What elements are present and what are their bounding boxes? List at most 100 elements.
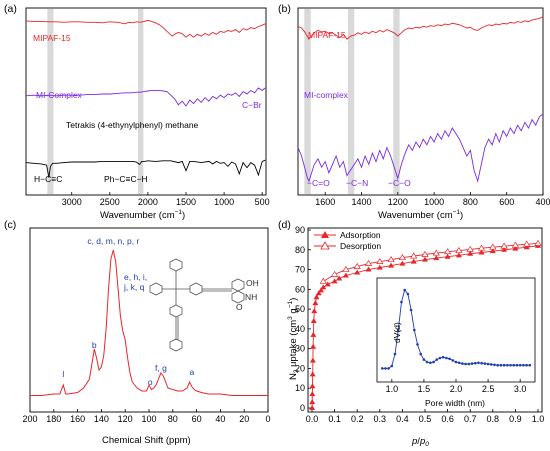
panel-d-ads-point-10 [312,300,319,306]
isatin-ring [231,278,245,292]
panel-c-peak-label-5: o [148,377,153,387]
inset-point-19 [441,355,445,359]
panel-d-xtick-label-4: 0.4 [396,414,409,424]
panel-a-highlight-bands [47,9,144,194]
panel-b-mi-complex-label: MI-complex [304,90,349,100]
panel-a-xtick-label-1: 2500 [100,197,120,207]
inset-point-32 [483,362,487,365]
panel-d-des-point-6 [387,255,395,263]
inset-point-34 [489,363,493,366]
inset-xtick-label-0: 1.0 [386,384,399,394]
panel-d-ads-point-34 [523,244,530,250]
panel-c-peak-label-2: j, k, q [123,282,145,292]
panel-b-co2-label: −C−O [388,178,411,188]
panel-c-peak-label-0: c, d, m, n, p, r [87,236,139,246]
panel-d-des-point-17 [511,241,520,248]
panel-b-xtick-label-0: 1600 [315,197,335,207]
inset-point-45 [525,363,528,367]
panel-b-xtick-label-2: 1200 [388,197,408,207]
inset-point-35 [493,363,496,367]
panel-d-ads-point-11 [313,294,320,300]
phenyl-ring-left [149,282,163,296]
panel-a-frame [25,7,267,196]
panel-d-ytick-label-8: 80 [295,245,305,255]
panel-b-mipaf-label: MIPAF-15 [308,30,346,40]
panel-d-ads-point-15 [324,281,331,287]
inset-point-31 [480,361,483,365]
panel-b-label: (b) [278,3,291,15]
molecule-structure-drawing [149,258,245,352]
panel-c-xtick-label-7: 60 [192,414,202,424]
panel-d-des-point-9 [421,250,429,257]
panel-c-peak-label-4: l [62,369,64,379]
inset-point-15 [429,361,432,365]
panel-d-ads-point-13 [318,287,325,293]
panel-d-ads-point-7 [310,331,317,337]
panel-c-xtick-label-0: 200 [22,414,37,424]
panel-d-inset: 1.0 1.5 2.0 2.5 3.0 Pore width (nm) dV(d) [376,277,536,408]
panel-b-xtick-label-6: 400 [535,197,550,207]
panel-b-cn-label: −C−N [346,178,368,188]
panel-d-y-label: N2 uptake (cm3 g−1) [287,298,300,380]
panel-d-des-point-2 [342,265,350,272]
panel-a-mi-complex-label: MI-Complex [36,90,83,100]
mol-oh-label: OH [246,278,259,288]
panel-c-xtick-label-2: 160 [70,414,85,424]
inset-point-20 [445,356,448,360]
panel-d-ads-point-22 [388,262,395,268]
mol-nh-label: NH [245,292,257,302]
legend-des-marker [320,241,330,250]
panel-d-des-point-15 [489,243,497,250]
panel-d-ytick-label-4: 40 [295,324,305,334]
inset-xtick-label-4: 3.0 [514,384,527,394]
inset-point-30 [477,361,480,365]
panel-c-series-0 [30,249,268,396]
inset-point-16 [432,360,435,364]
panel-d-x-label: p/p0 [411,436,429,448]
panel-d-ads-point-18 [342,272,349,278]
panel-d-ytick-label-2: 20 [295,363,305,373]
panel-d-ytick-label-5: 50 [295,304,305,314]
inset-point-38 [502,363,506,367]
panel-d-des-point-11 [443,248,452,255]
legend-ads-marker [321,231,329,238]
panel-a-xtick-label-2: 2000 [138,197,158,207]
panel-d-ytick-label-6: 60 [295,284,305,294]
panel-c-xtick-label-4: 120 [118,414,133,424]
inset-point-33 [486,362,490,366]
inset-point-36 [496,363,500,367]
panel-d-des-point-3 [353,262,361,269]
phenyl-ring-top [169,258,183,272]
panel-c-xtick-label-8: 40 [215,414,225,424]
inset-x-label: Pore width (nm) [425,398,485,408]
panel-c-xtick-label-5: 100 [141,414,156,424]
panel-a-phcch-label: Ph−C≡C−H [104,174,148,184]
panel-d-des-point-4 [364,259,373,266]
panel-b-series [297,16,544,183]
panel-d-des-point-8 [410,252,418,259]
panel-a: (a) 3000 2500 2000 1500 1000 500 MIPAF-15 MI-… [4,3,270,221]
panel-d-ads-point-25 [422,256,428,262]
inset-point-21 [448,357,451,361]
panel-c-series [30,249,268,396]
panel-d-des-point-18 [523,240,531,247]
panel-c-xtick-label-9: 20 [239,414,249,424]
panel-b-x-label: Wavenumber (cm−1) [378,209,463,221]
panel-d-xtick-label-2: 0.2 [351,414,364,424]
panel-d-des-point-1 [330,270,339,277]
panel-a-cbr-label: C−Br [242,100,262,110]
inset-point-29 [473,361,477,365]
panel-b-series-1 [297,113,544,183]
panel-d-ads-point-27 [444,253,451,259]
panel-d-des-point-7 [398,254,407,261]
panel-b-xtick-label-4: 800 [463,197,478,207]
panel-c-peak-label-6: f, g [155,363,167,373]
panel-d-xtick-label-7: 0.7 [464,414,477,424]
panel-d-ytick-label-9: 90 [295,225,305,235]
inset-point-6 [400,300,403,304]
inset-ticks: 1.0 1.5 2.0 2.5 3.0 [386,379,527,394]
panel-a-xtick-label-5: 500 [255,197,270,207]
panel-d-des-point-19 [534,239,542,246]
inset-point-22 [451,359,455,362]
